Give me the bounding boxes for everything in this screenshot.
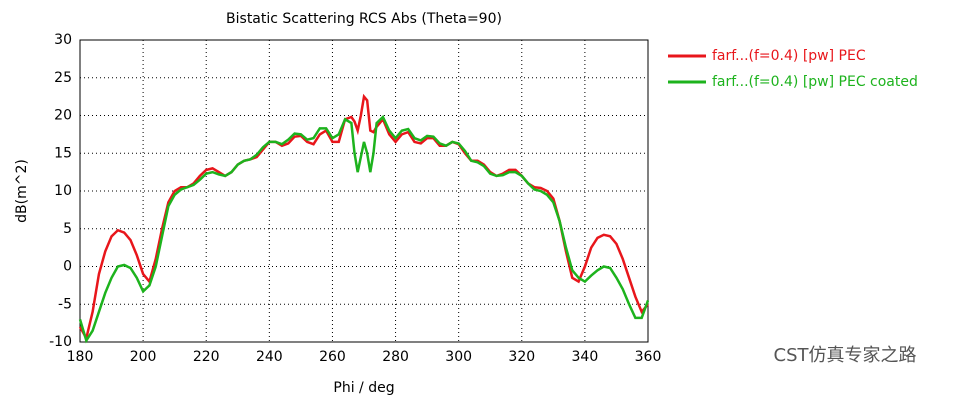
- x-tick-label: 340: [572, 349, 599, 365]
- x-tick-label: 200: [130, 349, 157, 365]
- watermark: CST仿真专家之路: [774, 345, 917, 366]
- chart-title: Bistatic Scattering RCS Abs (Theta=90): [226, 11, 502, 27]
- y-tick-label: 0: [63, 259, 72, 275]
- y-tick-label: 25: [54, 70, 72, 86]
- line-series: [78, 93, 649, 342]
- x-tick-label: 300: [445, 349, 472, 365]
- plot-frame: [79, 39, 649, 343]
- x-tick-label: 240: [256, 349, 283, 365]
- x-axis-label: Phi / deg: [333, 380, 394, 396]
- line-series: [78, 114, 650, 344]
- x-tick-label: 220: [193, 349, 220, 365]
- y-tick-label: 10: [54, 183, 72, 199]
- y-tick-label: 5: [63, 221, 72, 237]
- y-axis-label: dB(m^2): [14, 159, 30, 223]
- x-tick-label: 360: [635, 349, 662, 365]
- x-tick-label: 260: [319, 349, 346, 365]
- y-tick-label: 20: [54, 108, 72, 124]
- legend-label: farf...(f=0.4) [pw] PEC coated: [712, 74, 918, 90]
- y-tick-label: 30: [54, 32, 72, 48]
- y-tick-label: -5: [58, 296, 72, 312]
- legend-label: farf...(f=0.4) [pw] PEC: [712, 48, 866, 64]
- x-tick-label: 280: [382, 349, 409, 365]
- y-tick-label: 15: [54, 145, 72, 161]
- y-tick-label: -10: [49, 334, 72, 350]
- x-tick-label: 320: [508, 349, 535, 365]
- x-tick-label: 180: [67, 349, 94, 365]
